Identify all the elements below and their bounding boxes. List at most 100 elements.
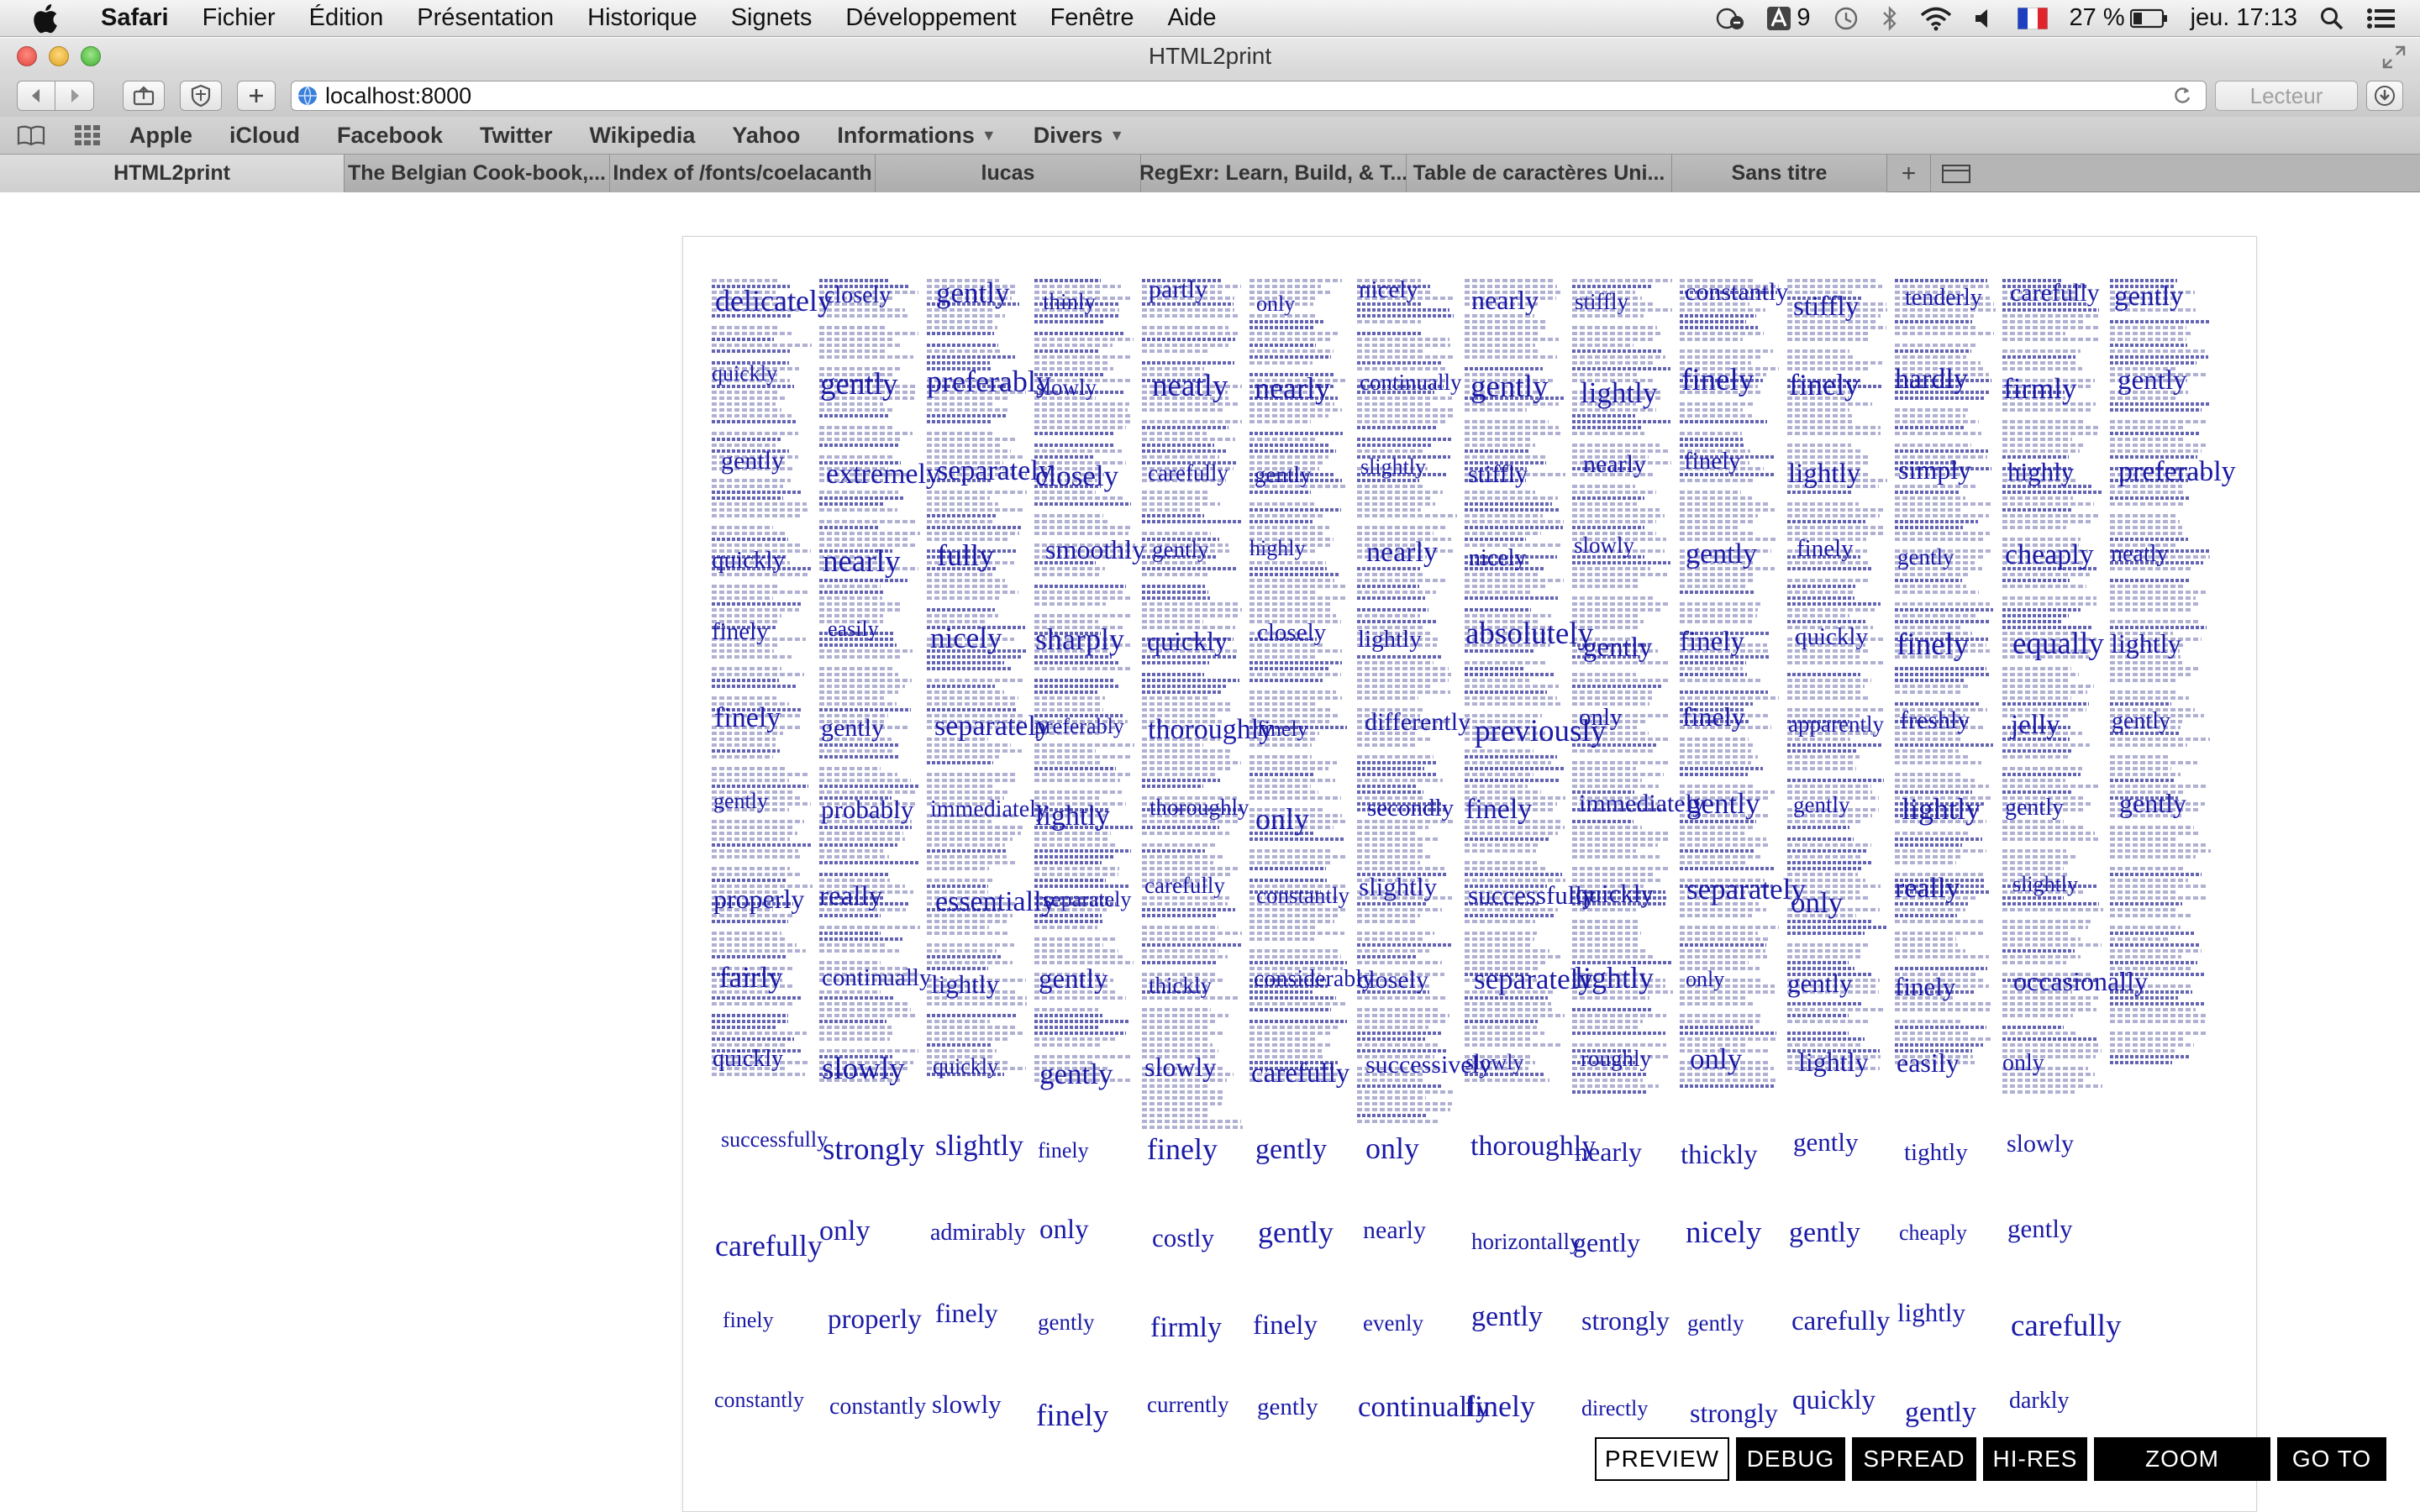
address-bar[interactable]: localhost:8000 [291,81,2207,111]
recipe-text-line [1249,667,1329,670]
tab-belgian-cookbook[interactable]: The Belgian Cook-book,... [345,155,610,192]
recipe-text-line [1249,849,1332,853]
menu-presentation[interactable]: Présentation [417,4,555,31]
bookmark-twitter[interactable]: Twitter [480,122,553,148]
go-to-button[interactable]: GO TO [2277,1437,2386,1481]
adverb-highlight: lightly [1798,1046,1869,1077]
menu-historique[interactable]: Historique [587,4,697,31]
recipe-text-line [1142,461,1236,465]
recipe-text-line [1357,820,1456,823]
recipe-text-line [1787,955,1863,958]
recipe-text-line [819,738,892,741]
recipe-text-line [1787,514,1880,517]
do-not-disturb-icon[interactable] [1716,6,1744,31]
recipe-text-line [1142,543,1228,547]
recipe-text-line [1034,391,1126,394]
battery-indicator[interactable]: 27 % [2070,4,2169,32]
close-window-button[interactable] [17,46,37,66]
clock[interactable]: jeu. 17:13 [2190,4,2297,31]
menu-app-safari[interactable]: Safari [101,4,169,31]
hi-res-button[interactable]: HI-RES [1983,1437,2087,1481]
bookmark-icloud[interactable]: iCloud [229,122,300,148]
recipe-text-line [1787,532,1884,535]
debug-button[interactable]: DEBUG [1736,1437,1845,1481]
tab-overview-icon[interactable] [1931,155,1981,192]
forward-button[interactable] [55,81,94,111]
menu-fichier[interactable]: Fichier [202,4,276,31]
recipe-text-line [1034,643,1131,647]
tab-html2print[interactable]: HTML2print [0,155,345,192]
recipe-text-line [1465,749,1534,753]
recipe-text-line [1034,1055,1133,1058]
recipe-text-line [712,949,806,953]
tab-index-fonts[interactable]: Index of /fonts/coelacanth [610,155,876,192]
reading-list-icon[interactable] [17,124,45,146]
menu-fenetre[interactable]: Fenêtre [1050,4,1134,31]
bookmark-folder-divers[interactable]: Divers ▼ [1034,123,1124,149]
new-tab-plus-button[interactable] [237,81,276,111]
recipe-text-line [1787,638,1886,641]
downloads-button[interactable] [2366,81,2403,111]
recipe-text-line [1895,643,1987,647]
recipe-text-line [1895,579,1963,582]
menu-signets[interactable]: Signets [730,4,813,31]
adobe-notification-icon[interactable]: 9 [1766,4,1811,32]
adverb-highlight: nearly [1471,285,1539,315]
recipe-text-line [1787,808,1880,811]
adverb-highlight: gently [721,446,784,475]
wifi-icon[interactable] [1920,6,1952,31]
recipe-text-line [2002,932,2069,935]
recipe-text-line [927,932,1007,935]
bookmark-facebook[interactable]: Facebook [337,122,444,148]
french-flag-icon[interactable] [2017,7,2048,29]
recipe-text-line [1357,455,1450,459]
recipe-text-line [1249,643,1325,647]
recipe-text-line [1787,708,1883,711]
zoom-button[interactable]: ZOOM [2094,1437,2270,1481]
add-tab-button[interactable]: + [1887,155,1931,192]
tab-unicode-table[interactable]: Table de caractères Uni... [1407,155,1672,192]
menu-edition[interactable]: Édition [308,4,384,31]
zoom-window-button[interactable] [81,46,101,66]
bluetooth-icon[interactable] [1881,5,1898,32]
minimize-window-button[interactable] [49,46,69,66]
spread-button[interactable]: SPREAD [1852,1437,1976,1481]
tab-regexr[interactable]: RegExr: Learn, Build, & T... [1141,155,1407,192]
recipe-text-line [819,820,912,823]
apple-menu-icon[interactable] [29,2,62,35]
tab-sans-titre[interactable]: Sans titre [1672,155,1887,192]
recipe-text-line [2110,643,2184,647]
recipe-text-line [1465,779,1561,782]
recipe-text-line [1895,902,1968,906]
share-button[interactable] [123,81,165,111]
bookmark-wikipedia[interactable]: Wikipedia [589,122,696,148]
recipe-text-line [1034,955,1123,958]
top-sites-grid-icon[interactable] [74,124,101,146]
menu-developpement[interactable]: Développement [845,4,1017,31]
adverb-highlight: only [819,1215,871,1247]
bookmark-folder-informations[interactable]: Informations ▼ [837,123,996,149]
recipe-text-line [1034,814,1107,817]
time-machine-icon[interactable] [1833,5,1860,32]
menu-aide[interactable]: Aide [1167,4,1217,31]
fullscreen-icon[interactable] [2381,45,2407,70]
bookmark-apple[interactable]: Apple [129,122,193,148]
adblock-shield-icon[interactable] [180,81,222,111]
recipe-text-line [2002,802,2091,806]
back-button[interactable] [17,81,55,111]
notification-center-icon[interactable] [2366,6,2396,31]
preview-button[interactable]: PREVIEW [1595,1437,1729,1481]
recipe-text-line [1465,402,1559,406]
reader-button[interactable]: Lecteur [2215,81,2358,111]
tab-lucas[interactable]: lucas [876,155,1141,192]
recipe-text-line [1034,467,1103,470]
spotlight-search-icon[interactable] [2319,6,2344,31]
recipe-text-line [2110,708,2196,711]
volume-icon[interactable] [1974,7,1996,30]
recipe-text-line [1572,444,1660,447]
recipe-text-line [819,473,907,476]
recipe-text-line [1034,291,1102,294]
reload-icon[interactable] [2172,85,2192,113]
bookmark-yahoo[interactable]: Yahoo [732,122,801,148]
adverb-highlight: separately [937,454,1053,486]
